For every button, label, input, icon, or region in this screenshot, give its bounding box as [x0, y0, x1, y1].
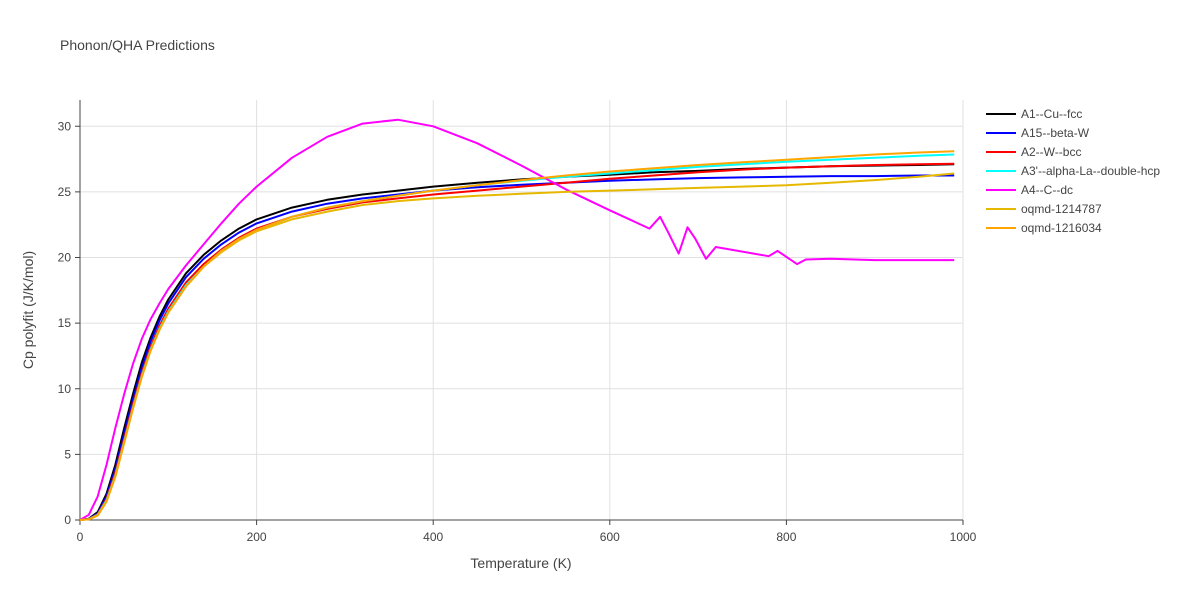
x-tick-labels: 0 200 400 600 800 1000 — [77, 520, 977, 544]
series-line-a1-cu-fcc — [79, 163, 955, 521]
x-tick-label: 1000 — [950, 530, 977, 544]
legend-label: oqmd-1216034 — [1021, 221, 1102, 235]
legend: A1--Cu--fcc A15--beta-W A2--W--bcc A3'--alp… — [986, 107, 1160, 235]
x-tick-label: 0 — [77, 530, 84, 544]
chart-title: Phonon/QHA Predictions — [60, 37, 215, 53]
x-tick-label: 200 — [247, 530, 267, 544]
x-tick-label: 600 — [600, 530, 620, 544]
x-axis-label: Temperature (K) — [470, 555, 571, 571]
legend-label: A15--beta-W — [1021, 126, 1090, 140]
series-line-oqmd-1214787 — [79, 172, 955, 521]
legend-label: A3'--alpha-La--double-hcp — [1021, 164, 1160, 178]
y-tick-labels: 0 5 10 15 20 25 30 — [58, 119, 80, 527]
y-axis-label: Cp polyfit (J/K/mol) — [20, 251, 36, 369]
x-tick-label: 400 — [423, 530, 443, 544]
y-tick-label: 20 — [58, 251, 72, 265]
y-tick-label: 10 — [58, 382, 72, 396]
y-tick-label: 25 — [58, 185, 72, 199]
y-tick-label: 5 — [64, 447, 71, 461]
legend-label: oqmd-1214787 — [1021, 202, 1102, 216]
y-tick-label: 0 — [64, 513, 71, 527]
legend-label: A4--C--dc — [1021, 183, 1073, 197]
y-tick-label: 30 — [58, 119, 72, 133]
series-line-a15-beta-w — [79, 174, 955, 521]
series-line-a4-c-dc — [79, 118, 955, 521]
legend-label: A2--W--bcc — [1021, 145, 1081, 159]
grid-lines — [80, 100, 964, 520]
legend-label: A1--Cu--fcc — [1021, 107, 1082, 121]
series-line-a2-w-bcc — [79, 162, 955, 521]
series-line-oqmd-1216034 — [79, 150, 955, 521]
series-lines — [79, 118, 955, 521]
series-line-a3-alpha-la-double-hcp — [79, 153, 955, 521]
x-tick-label: 800 — [776, 530, 796, 544]
axes — [79, 100, 963, 521]
y-tick-label: 15 — [58, 316, 72, 330]
